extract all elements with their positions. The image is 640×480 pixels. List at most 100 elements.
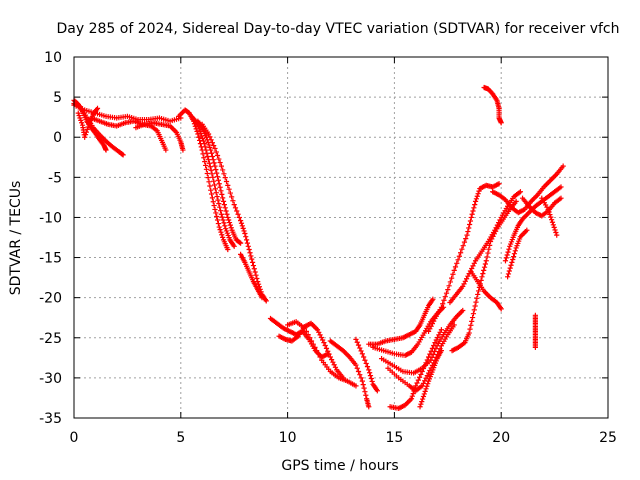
data-point-plus [212, 163, 218, 169]
data-point-plus [509, 259, 515, 265]
data-point-plus [468, 214, 474, 221]
data-point-plus [358, 348, 364, 354]
data-point-plus [455, 257, 461, 263]
data-point-plus [411, 388, 417, 394]
data-point-plus [85, 124, 91, 130]
data-point-plus [451, 322, 457, 328]
data-point-plus [413, 383, 419, 389]
data-point-plus [77, 115, 83, 121]
data-point-plus [472, 198, 479, 204]
data-point-plus [202, 162, 209, 169]
data-point-plus [358, 375, 364, 381]
data-point-plus [303, 328, 309, 334]
y-tick-label: -25 [39, 331, 62, 347]
data-point-plus [419, 396, 426, 402]
data-point-plus [438, 327, 444, 333]
data-point-plus [207, 144, 213, 151]
data-point-plus [219, 191, 225, 197]
data-point-plus [220, 167, 226, 173]
data-point-plus [251, 266, 257, 272]
data-point-plus [302, 325, 308, 331]
data-point-plus [430, 296, 436, 302]
data-point-plus [217, 208, 224, 214]
data-point-plus [353, 336, 359, 342]
data-point-plus [510, 256, 516, 263]
data-point-plus [508, 262, 514, 268]
y-tick-label: -20 [39, 291, 62, 307]
data-point-plus [83, 129, 89, 135]
data-point-plus [230, 198, 236, 204]
data-point-plus [532, 344, 538, 351]
data-point-plus [422, 388, 428, 394]
data-point-plus [466, 225, 472, 231]
data-point-plus [212, 186, 219, 192]
data-point-plus [420, 393, 427, 400]
data-point-plus [513, 198, 519, 204]
data-point-plus [442, 294, 448, 300]
data-point-plus [236, 214, 242, 221]
data-point-plus [212, 145, 218, 152]
series-arc-26 [468, 269, 504, 312]
data-point-plus [551, 224, 557, 230]
data-point-plus [460, 243, 466, 249]
data-point-plus [238, 240, 244, 246]
data-point-plus [223, 208, 229, 214]
data-point-plus [547, 211, 553, 218]
data-point-plus [246, 246, 252, 253]
y-axis-label: SDTVAR / TECUs [8, 181, 24, 296]
data-point-plus [454, 260, 460, 266]
data-point-plus [326, 351, 332, 357]
data-point-plus [241, 228, 247, 234]
data-point-plus [216, 156, 222, 162]
data-point-plus [458, 250, 464, 256]
data-point-plus [506, 246, 512, 252]
data-point-plus [211, 178, 217, 184]
data-point-plus [357, 345, 363, 351]
data-point-plus [424, 357, 430, 363]
data-point-plus [367, 370, 373, 376]
data-point-plus [470, 208, 476, 214]
data-point-plus [452, 264, 459, 270]
data-point-plus [192, 117, 198, 123]
data-point-plus [207, 164, 213, 170]
data-point-plus [472, 303, 478, 309]
data-point-plus [502, 258, 509, 264]
data-point-plus [232, 205, 239, 211]
data-point-plus [425, 381, 431, 387]
data-point-plus [208, 150, 215, 156]
data-point-plus [201, 141, 207, 147]
data-point-plus [472, 202, 478, 208]
data-point-plus [215, 177, 221, 183]
data-point-plus [414, 380, 420, 386]
series-arc-33 [532, 312, 538, 351]
data-point-plus [253, 272, 259, 278]
series-arc-31 [539, 195, 560, 238]
y-tick-label: -35 [39, 411, 62, 427]
data-point-plus [481, 264, 488, 270]
data-point-plus [447, 279, 453, 285]
data-point-plus [366, 404, 372, 410]
data-point-plus [220, 234, 226, 240]
data-point-plus [550, 222, 556, 228]
data-point-plus [475, 288, 482, 294]
data-point-plus [451, 267, 457, 273]
data-point-plus [208, 167, 214, 173]
data-point-plus [84, 126, 90, 133]
x-tick-label: 20 [492, 430, 510, 446]
data-point-plus [419, 399, 425, 405]
data-point-plus [558, 195, 564, 201]
data-point-plus [237, 239, 243, 246]
data-point-plus [446, 283, 452, 289]
data-point-plus [227, 222, 233, 228]
data-point-plus [206, 142, 212, 148]
data-point-plus [249, 259, 256, 265]
data-point-plus [471, 205, 477, 211]
data-point-plus [554, 232, 560, 238]
data-point-plus [226, 186, 232, 192]
series-arc-11 [238, 251, 265, 301]
data-point-plus [216, 224, 222, 230]
data-point-plus [429, 345, 436, 351]
data-point-plus [235, 211, 241, 217]
data-point-plus [558, 184, 564, 190]
data-point-plus [355, 368, 362, 375]
